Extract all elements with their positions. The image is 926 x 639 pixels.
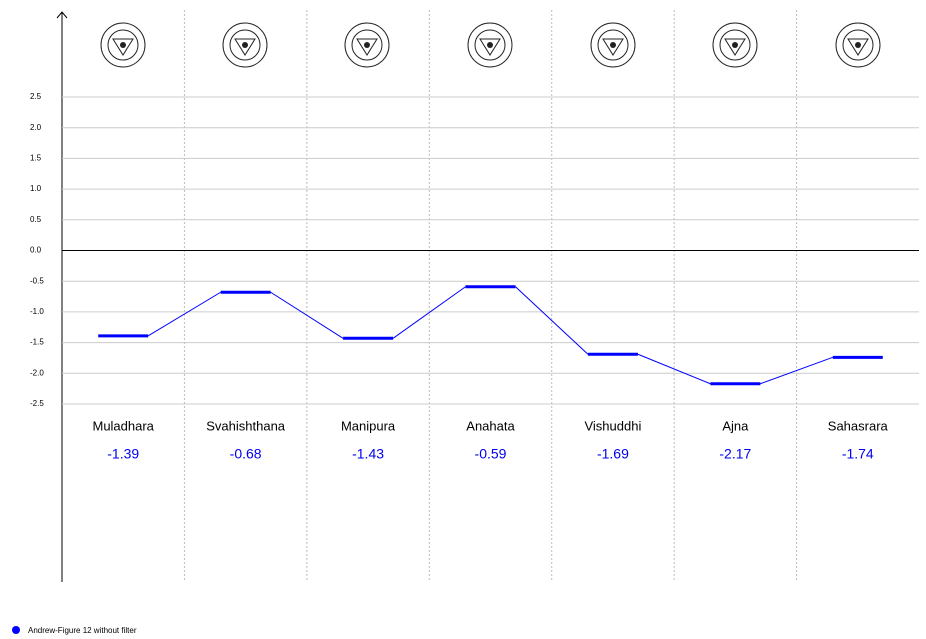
value-label: -1.74	[842, 446, 874, 462]
y-tick-label: 2.0	[30, 123, 42, 132]
y-tick-label: -2.5	[30, 399, 44, 408]
y-tick-label: -1.0	[30, 307, 44, 316]
connector	[637, 353, 711, 385]
value-label: -1.69	[597, 446, 629, 462]
value-label: -0.68	[230, 446, 262, 462]
icon	[712, 22, 758, 68]
y-tick-label: -0.5	[30, 276, 44, 285]
y-tick-label: 0.0	[30, 246, 42, 255]
category-label: Sahasrara	[828, 418, 889, 433]
icon	[344, 22, 390, 68]
connector	[270, 291, 344, 339]
y-tick-label: 2.5	[30, 92, 42, 101]
y-tick-label: -2.0	[30, 368, 44, 377]
connector	[760, 356, 833, 385]
connector	[515, 286, 589, 355]
y-tick-label: 1.0	[30, 184, 42, 193]
chakra-icons	[100, 22, 881, 68]
connector	[392, 286, 466, 339]
icon	[100, 22, 146, 68]
icon	[835, 22, 881, 68]
category-label: Ajna	[722, 418, 749, 433]
category-label: Manipura	[341, 418, 396, 433]
icon	[590, 22, 636, 68]
value-label: -1.39	[107, 446, 139, 462]
value-label: -1.43	[352, 446, 384, 462]
legend-marker	[12, 626, 20, 634]
category-label: Muladhara	[92, 418, 154, 433]
category-label: Vishuddhi	[584, 418, 641, 433]
icon	[222, 22, 268, 68]
y-tick-label: 0.5	[30, 215, 42, 224]
icon	[467, 22, 513, 68]
value-label: -0.59	[475, 446, 507, 462]
category-label: Svahishthana	[206, 418, 286, 433]
axis-arrow	[56, 11, 68, 19]
value-label: -2.17	[719, 446, 751, 462]
y-tick-label: -1.5	[30, 338, 44, 347]
legend-label: Andrew-Figure 12 without filter	[28, 626, 137, 635]
y-tick-label: 1.5	[30, 154, 42, 163]
category-label: Anahata	[466, 418, 515, 433]
connector	[147, 291, 221, 337]
